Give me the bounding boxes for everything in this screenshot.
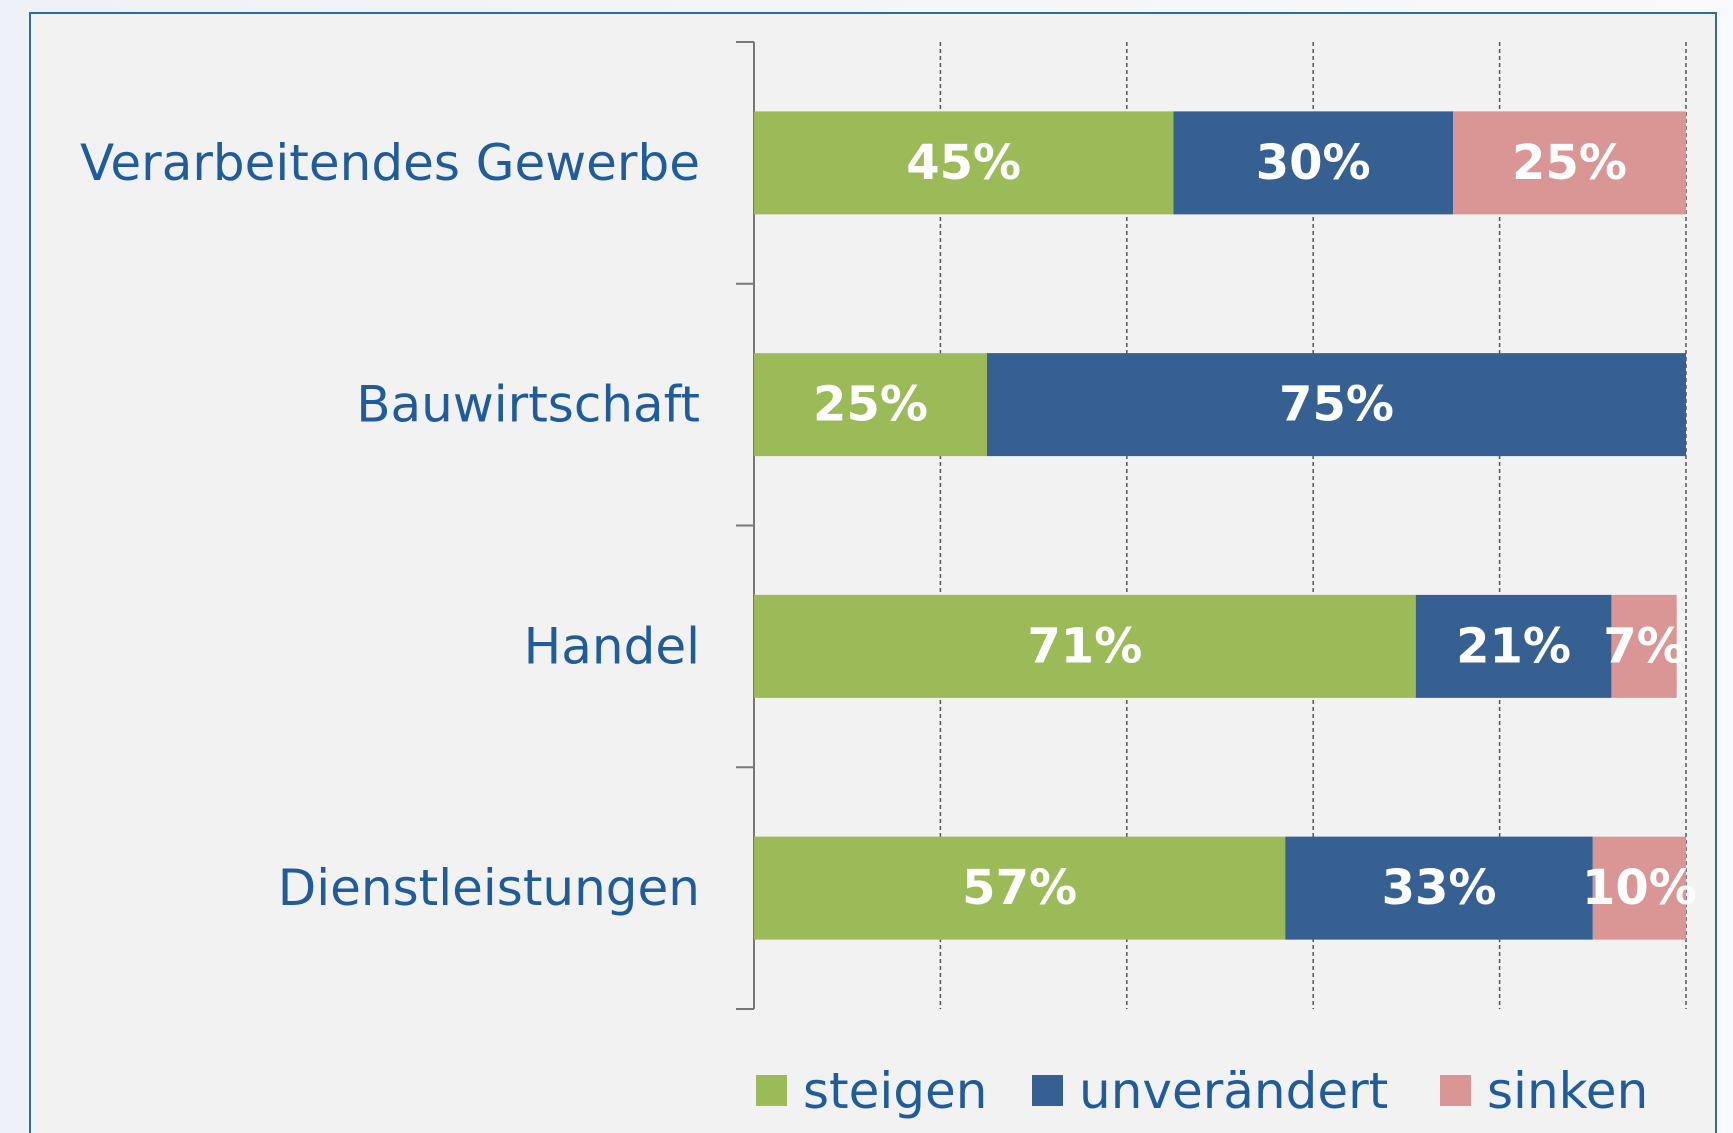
category-label: Bauwirtschaft	[356, 376, 700, 434]
bar-segment	[1415, 594, 1612, 698]
value-label: 21%	[1456, 618, 1571, 674]
legend-swatch	[1440, 1075, 1471, 1106]
bar-segment	[987, 353, 1686, 457]
category-label: Verarbeitendes Gewerbe	[80, 134, 700, 192]
legend-label: unverändert	[1079, 1062, 1388, 1120]
legend-label: sinken	[1487, 1062, 1648, 1120]
value-label: 25%	[813, 377, 928, 433]
legend-swatch	[756, 1075, 787, 1106]
bar-segment	[754, 353, 987, 457]
bar-segment	[1592, 836, 1686, 940]
bar-segment	[1453, 111, 1686, 215]
category-label: Handel	[524, 617, 700, 675]
legend-label: steigen	[803, 1062, 988, 1120]
value-label: 30%	[1256, 135, 1371, 191]
bar-segment	[754, 594, 1416, 698]
bar-segment	[754, 836, 1286, 940]
bar-segment	[754, 111, 1174, 215]
value-label: 71%	[1027, 618, 1142, 674]
value-label: 45%	[906, 135, 1021, 191]
value-label: 10%	[1582, 860, 1697, 916]
value-label: 25%	[1512, 135, 1627, 191]
value-label: 75%	[1279, 377, 1394, 433]
bar-segment	[1173, 111, 1453, 215]
legend-swatch	[1032, 1075, 1063, 1106]
bar-segment	[1611, 594, 1677, 698]
category-label: Dienstleistungen	[278, 859, 700, 917]
value-label: 33%	[1382, 860, 1497, 916]
value-label: 7%	[1603, 618, 1685, 674]
bar-segment	[1285, 836, 1593, 940]
value-label: 57%	[962, 860, 1077, 916]
